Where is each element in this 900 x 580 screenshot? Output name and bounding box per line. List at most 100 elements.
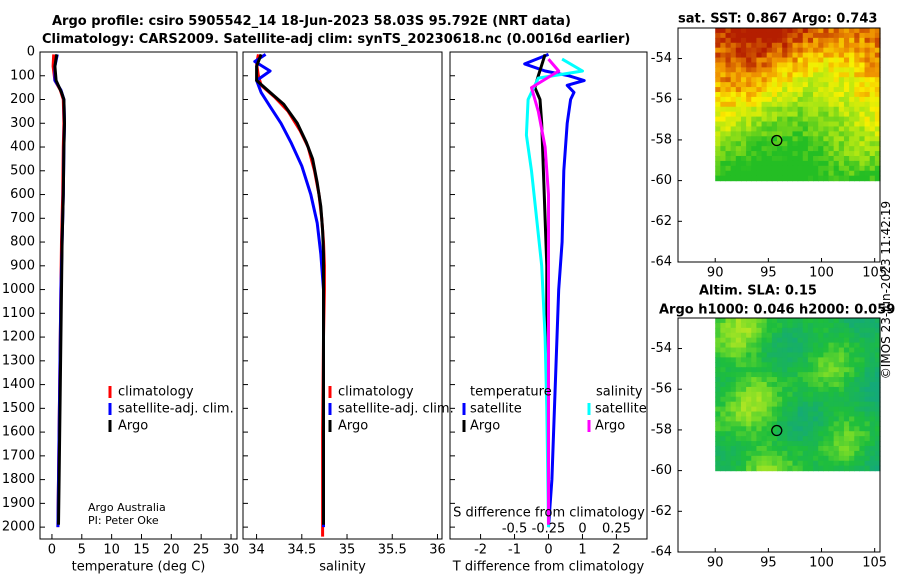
- heatmap-cell: [818, 465, 824, 472]
- heatmap-cell: [777, 57, 783, 64]
- heatmap-cell: [720, 77, 727, 83]
- heatmap-cell: [828, 327, 835, 334]
- heatmap-cell: [746, 170, 752, 177]
- heatmap-cell: [828, 160, 835, 167]
- heatmap-cell: [787, 431, 794, 437]
- heatmap-cell: [874, 96, 881, 103]
- heatmap-cell: [746, 357, 752, 363]
- heatmap-cell: [730, 460, 737, 467]
- heatmap-cell: [746, 455, 752, 462]
- heatmap-cell: [777, 146, 783, 152]
- heatmap-cell: [740, 327, 747, 334]
- heatmap-cell: [766, 96, 773, 103]
- heatmap-cell: [854, 445, 860, 452]
- heatmap-cell: [813, 37, 819, 44]
- heatmap-cell: [854, 96, 860, 103]
- heatmap-cell: [792, 332, 799, 339]
- heatmap-cell: [823, 96, 830, 103]
- heatmap-cell: [818, 32, 824, 39]
- heatmap-cell: [833, 126, 840, 132]
- heatmap-cell: [874, 377, 881, 383]
- heatmap-cell: [843, 421, 850, 427]
- heatmap-cell: [849, 47, 855, 54]
- heatmap-cell: [766, 101, 773, 108]
- heatmap-cell: [869, 396, 876, 403]
- heatmap-cell: [782, 170, 788, 177]
- heatmap-cell: [761, 92, 768, 98]
- heatmap-cell: [715, 401, 721, 408]
- heatmap-cell: [807, 37, 814, 44]
- heatmap-cell: [843, 342, 850, 349]
- heatmap-cell: [807, 411, 814, 418]
- heatmap-cell: [843, 42, 850, 49]
- heatmap-cell: [730, 160, 737, 167]
- heatmap-cell: [746, 72, 752, 78]
- heatmap-cell: [720, 42, 727, 49]
- heatmap-cell: [740, 421, 747, 427]
- heatmap-cell: [854, 126, 860, 132]
- heatmap-cell: [715, 141, 721, 147]
- heatmap-cell: [756, 396, 763, 403]
- legend-entry: satellite-adj. clim.: [118, 402, 234, 417]
- heatmap-cell: [807, 87, 814, 93]
- heatmap-cell: [787, 426, 794, 432]
- heatmap-cell: [756, 141, 763, 147]
- heatmap-cell: [735, 450, 742, 457]
- heatmap-cell: [818, 342, 824, 349]
- heatmap-cell: [740, 136, 747, 142]
- heatmap-cell: [797, 455, 804, 462]
- heatmap-cell: [813, 332, 819, 339]
- heatmap-cell: [756, 391, 763, 398]
- heatmap-cell: [807, 436, 814, 442]
- heatmap-cell: [813, 155, 819, 162]
- heatmap-cell: [720, 116, 727, 123]
- heatmap-cell: [792, 445, 799, 452]
- heatmap-cell: [756, 77, 763, 83]
- heatmap-cell: [838, 111, 845, 118]
- heatmap-cell: [730, 47, 737, 54]
- heatmap-cell: [777, 155, 783, 162]
- heatmap-cell: [740, 175, 747, 182]
- heatmap-cell: [715, 47, 721, 54]
- heatmap-cell: [725, 151, 732, 157]
- heatmap-cell: [777, 87, 783, 93]
- plot-frame: [242, 51, 443, 540]
- heatmap-cell: [782, 62, 788, 68]
- heatmap-cell: [766, 372, 773, 378]
- heatmap-cell: [864, 411, 871, 418]
- heatmap-cell: [740, 165, 747, 172]
- heatmap-cell: [818, 175, 824, 182]
- heatmap-cell: [720, 436, 727, 442]
- heatmap-cell: [766, 52, 773, 59]
- y-tick-label: 400: [10, 140, 35, 155]
- heatmap-cell: [756, 32, 763, 39]
- map-sst_map: sat. SST: 0.867 Argo: 0.743-54-56-58-60-…: [651, 12, 887, 281]
- heatmap-cell: [864, 151, 871, 157]
- heatmap-cell: [818, 72, 824, 78]
- heatmap-cell: [782, 52, 788, 59]
- heatmap-cell: [869, 92, 876, 98]
- heatmap-cell: [787, 377, 794, 383]
- heatmap-cell: [792, 357, 799, 363]
- x-tick-label: 5: [78, 543, 86, 558]
- heatmap-cell: [874, 106, 881, 113]
- heatmap-cell: [813, 141, 819, 147]
- heatmap-cell: [833, 77, 840, 83]
- heatmap-cell: [740, 460, 747, 467]
- heatmap-cell: [849, 116, 855, 123]
- heatmap-cell: [869, 352, 876, 358]
- heatmap-cell: [725, 441, 732, 447]
- heatmap-cell: [802, 101, 809, 108]
- heatmap-cell: [792, 32, 799, 39]
- heatmap-cell: [761, 377, 768, 383]
- heatmap-cell: [746, 465, 752, 472]
- heatmap-cell: [843, 151, 850, 157]
- heatmap-cell: [730, 52, 737, 59]
- heatmap-cell: [751, 160, 758, 167]
- heatmap-cell: [715, 146, 721, 152]
- heatmap-cell: [859, 401, 866, 408]
- heatmap-cell: [746, 367, 752, 373]
- heatmap-cell: [740, 352, 747, 358]
- heatmap-cell: [828, 72, 835, 78]
